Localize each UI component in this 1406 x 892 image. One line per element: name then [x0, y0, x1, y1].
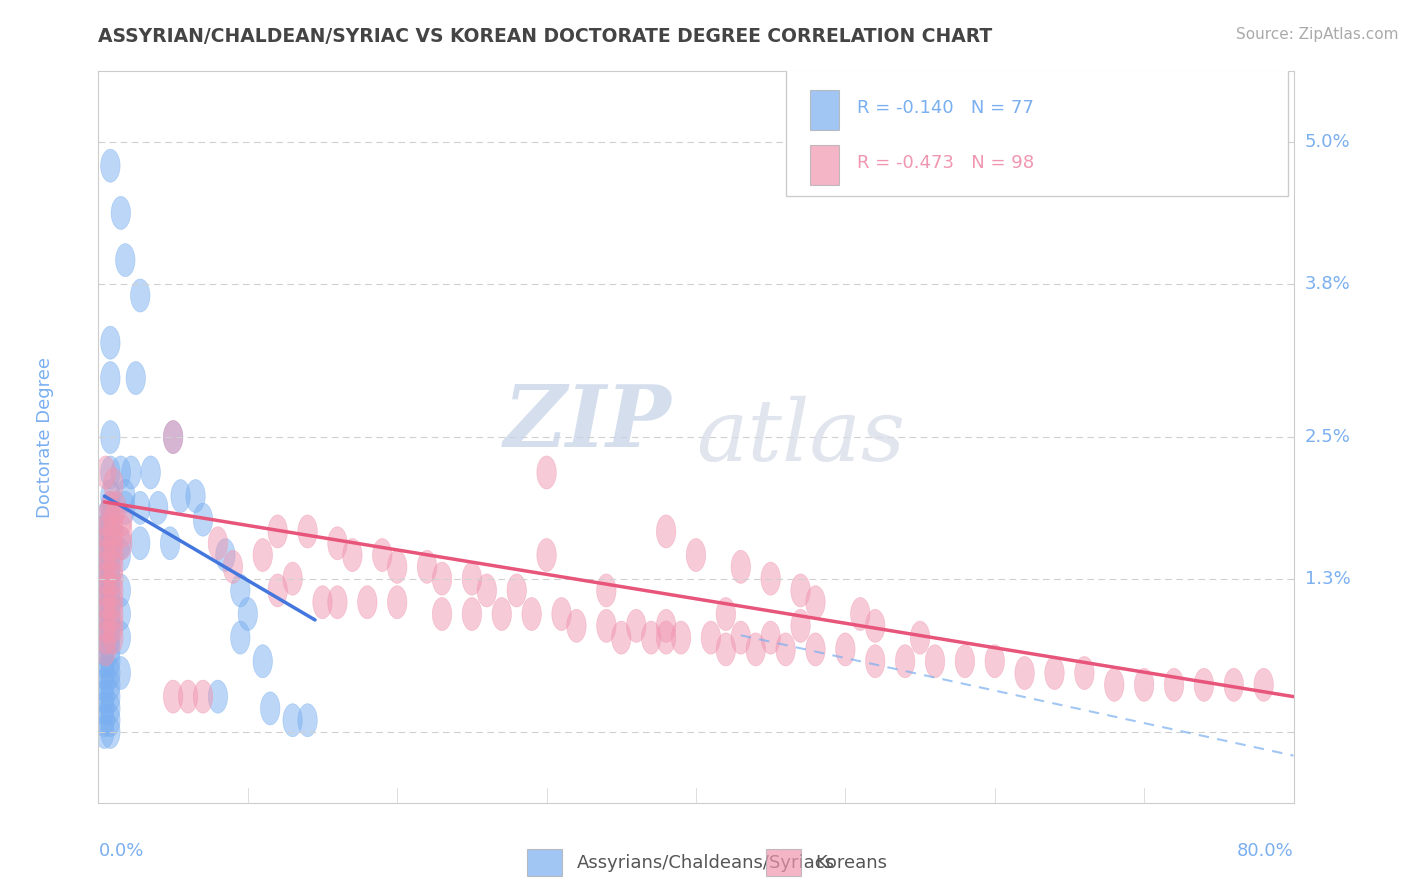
Text: 0.0%: 0.0%	[98, 842, 143, 860]
Text: Doctorate Degree: Doctorate Degree	[35, 357, 53, 517]
Text: 1.3%: 1.3%	[1305, 570, 1350, 588]
Text: Koreans: Koreans	[815, 854, 887, 871]
Text: 3.8%: 3.8%	[1305, 275, 1350, 293]
Text: atlas: atlas	[696, 396, 905, 478]
Text: ASSYRIAN/CHALDEAN/SYRIAC VS KOREAN DOCTORATE DEGREE CORRELATION CHART: ASSYRIAN/CHALDEAN/SYRIAC VS KOREAN DOCTO…	[98, 27, 993, 45]
FancyBboxPatch shape	[810, 90, 839, 130]
Text: Assyrians/Chaldeans/Syriacs: Assyrians/Chaldeans/Syriacs	[576, 854, 834, 871]
FancyBboxPatch shape	[810, 145, 839, 185]
Text: 80.0%: 80.0%	[1237, 842, 1294, 860]
Text: 5.0%: 5.0%	[1305, 133, 1350, 151]
Text: 2.5%: 2.5%	[1305, 428, 1351, 446]
Text: R = -0.140   N = 77: R = -0.140 N = 77	[858, 99, 1035, 117]
Text: Source: ZipAtlas.com: Source: ZipAtlas.com	[1236, 27, 1399, 42]
Text: R = -0.473   N = 98: R = -0.473 N = 98	[858, 153, 1035, 172]
Text: ZIP: ZIP	[505, 381, 672, 464]
FancyBboxPatch shape	[786, 68, 1288, 195]
